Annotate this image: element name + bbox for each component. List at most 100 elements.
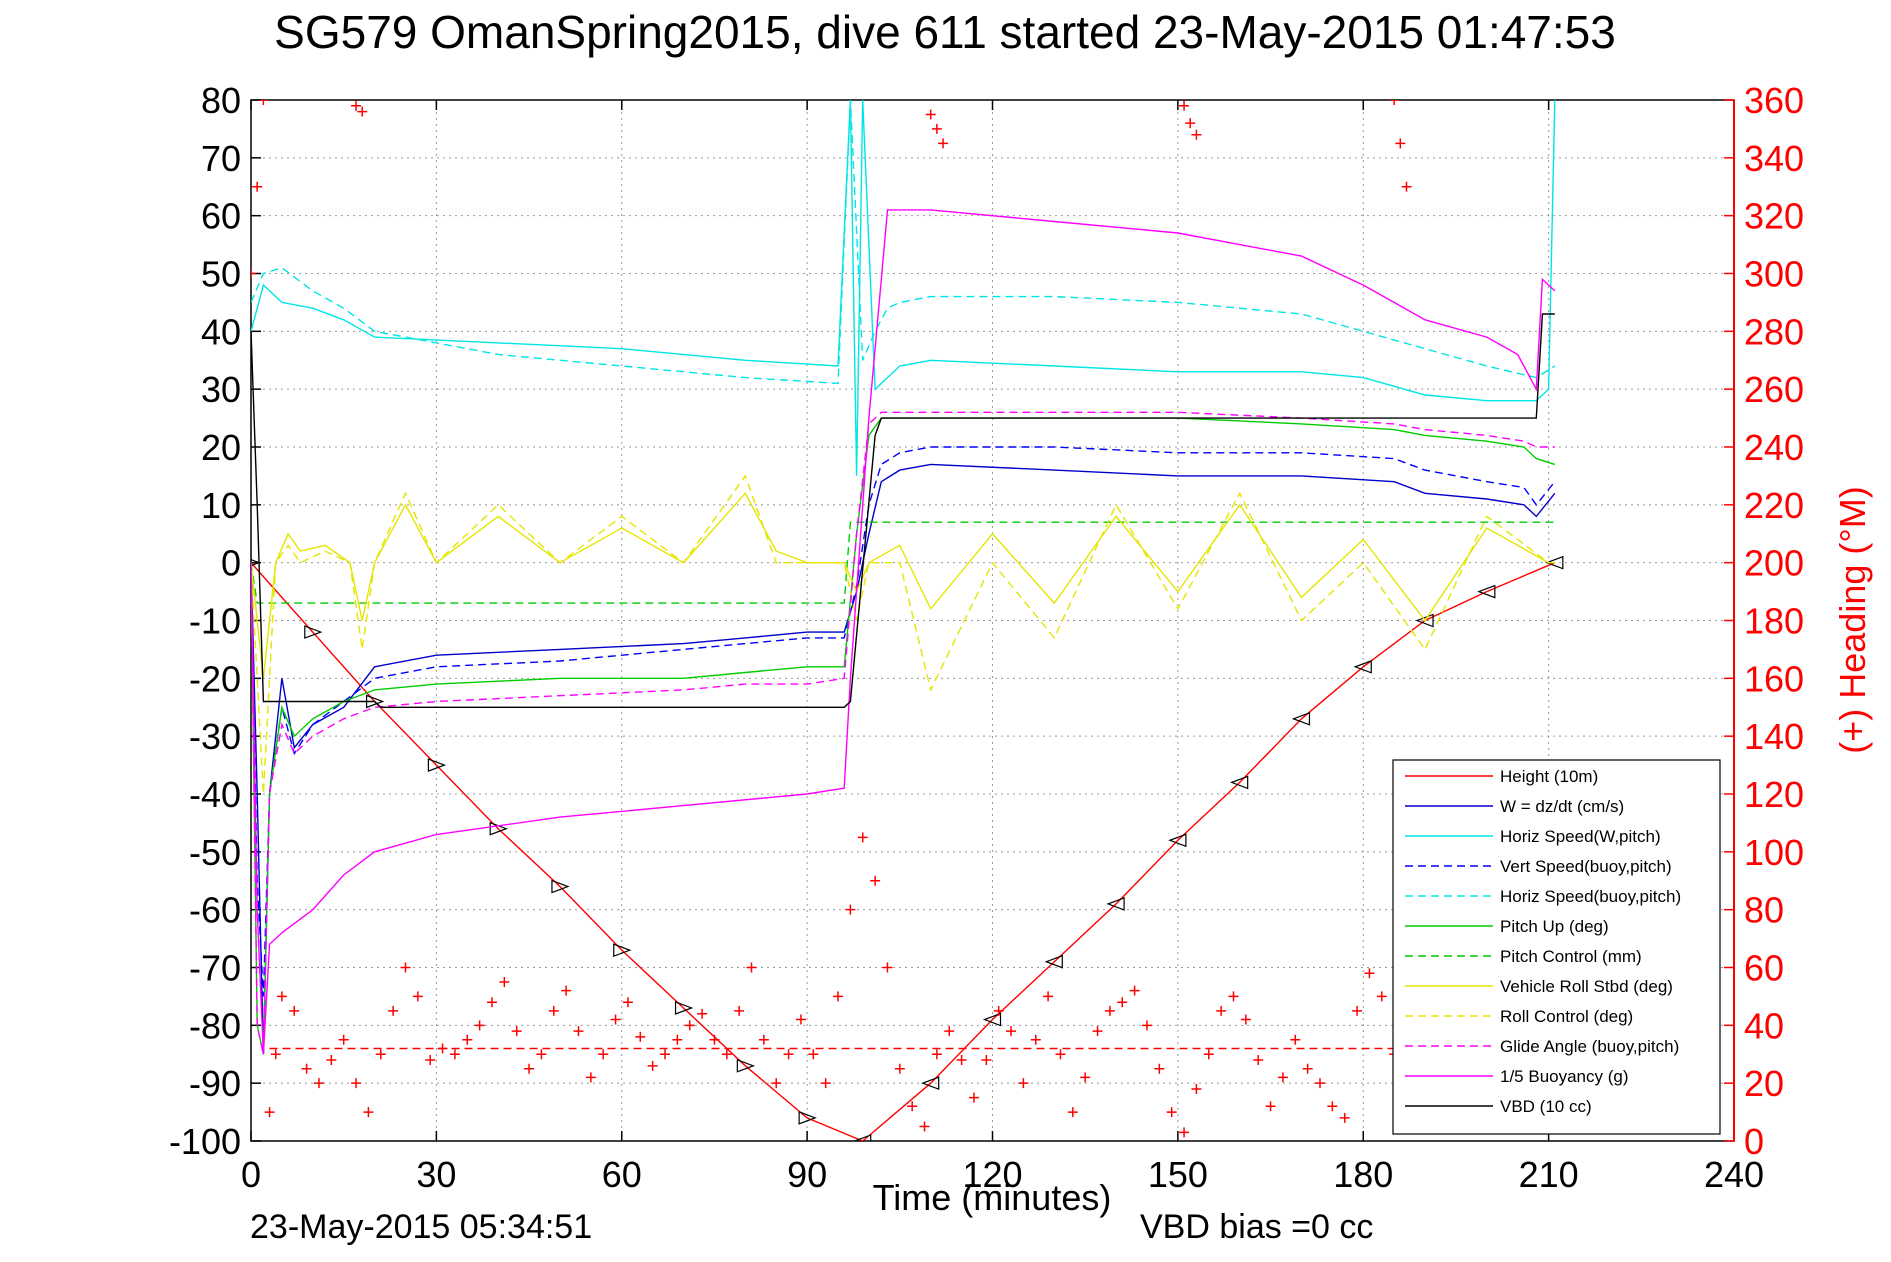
chart-title: SG579 OmanSpring2015, dive 611 started 2…: [274, 6, 1616, 58]
legend-label: Pitch Up (deg): [1500, 917, 1609, 936]
heading-point: [870, 875, 881, 886]
heading-point: [635, 1031, 646, 1042]
heading-point: [276, 991, 287, 1002]
y-right-tick-label: 180: [1744, 601, 1804, 642]
heading-point: [561, 985, 572, 996]
series-line: [251, 463, 1556, 1055]
y-right-tick-label: 280: [1744, 311, 1804, 352]
heading-point: [610, 1014, 621, 1025]
x-tick-label: 120: [962, 1154, 1022, 1195]
heading-point: [956, 1055, 967, 1066]
height-marker: [736, 1058, 756, 1073]
x-axis: 0 30 60 90 120 150 180 210 240: [241, 100, 1764, 1195]
height-marker: [1044, 954, 1063, 969]
legend-label: Vehicle Roll Stbd (deg): [1500, 977, 1673, 996]
heading-point: [437, 1043, 448, 1054]
series-9: [251, 411, 1555, 1055]
heading-point: [1401, 181, 1412, 192]
heading-point: [425, 1055, 436, 1066]
y-right-tick-label: 80: [1744, 890, 1784, 931]
heading-point: [1216, 1005, 1227, 1016]
series-0: [251, 555, 1564, 1141]
heading-point: [808, 1049, 819, 1060]
y-left-tick-label: -10: [189, 601, 241, 642]
heading-point: [1154, 1063, 1165, 1074]
y-right-tick-label: 200: [1744, 543, 1804, 584]
heading-point: [1339, 1112, 1350, 1123]
y-left-tick-label: 0: [221, 543, 241, 584]
series-line: [251, 521, 1555, 604]
heading-point: [981, 1055, 992, 1066]
series-2: [251, 100, 1556, 476]
series-10: [251, 209, 1556, 1055]
heading-point: [931, 123, 942, 134]
y-left-tick-label: 80: [201, 80, 241, 121]
legend-label: W = dz/dt (cm/s): [1500, 797, 1624, 816]
heading-point: [1179, 1127, 1190, 1138]
heading-point: [449, 1049, 460, 1060]
y-left-tick-label: -100: [169, 1121, 241, 1162]
heading-point: [1327, 1101, 1338, 1112]
height-marker: [920, 1076, 940, 1091]
series-line: [251, 492, 1555, 679]
heading-point: [622, 997, 633, 1008]
heading-point: [845, 904, 856, 915]
heading-point: [1129, 985, 1140, 996]
heading-point: [1191, 1083, 1202, 1094]
heading-point: [363, 1107, 374, 1118]
heading-point: [820, 1078, 831, 1089]
heading-point: [857, 832, 868, 843]
footer-timestamp: 23-May-2015 05:34:51: [250, 1208, 592, 1246]
heading-point: [1179, 100, 1190, 111]
heading-point: [1240, 1014, 1251, 1025]
heading-point: [536, 1049, 547, 1060]
series-6: [251, 521, 1555, 604]
heading-point: [351, 1078, 362, 1089]
legend: Height (10m) W = dz/dt (cm/s) Horiz Speed(…: [1392, 759, 1721, 1135]
heading-point: [746, 962, 757, 973]
heading-point: [647, 1060, 658, 1071]
height-marker: [551, 879, 570, 894]
heading-point: [771, 1078, 782, 1089]
heading-point: [783, 1049, 794, 1060]
heading-point: [795, 1014, 806, 1025]
y-left-tick-label: -60: [189, 890, 241, 931]
heading-point: [313, 1078, 324, 1089]
legend-label: Horiz Speed(W,pitch): [1500, 827, 1661, 846]
heading-point: [684, 1020, 695, 1031]
series-8: [251, 474, 1555, 795]
heading-point: [486, 997, 497, 1008]
heading-point: [524, 1063, 535, 1074]
y-left-tick-label: 50: [201, 254, 241, 295]
heading-point: [1395, 138, 1406, 149]
heading-point: [357, 106, 368, 117]
legend-label: Vert Speed(buoy,pitch): [1500, 857, 1672, 876]
heading-point: [833, 991, 844, 1002]
y-left-tick-label: -40: [189, 774, 241, 815]
heading-point: [585, 1072, 596, 1083]
y-right-tick-label: 0: [1744, 1121, 1764, 1162]
heading-point: [1185, 118, 1196, 129]
heading-point: [474, 1020, 485, 1031]
series-line: [251, 411, 1555, 1055]
heading-point: [462, 1034, 473, 1045]
x-tick-label: 240: [1704, 1154, 1764, 1195]
series-7: [251, 492, 1555, 679]
series-line: [251, 100, 1556, 385]
series-13: [251, 100, 1560, 1138]
y-right-tick-label: 20: [1744, 1063, 1784, 1104]
gridlines: [251, 100, 1734, 1141]
heading-point: [709, 1034, 720, 1045]
y-left-tick-label: -50: [189, 832, 241, 873]
series-14: [351, 100, 1412, 192]
series-line: [251, 100, 1556, 476]
series-line: [251, 474, 1555, 795]
heading-point: [1315, 1078, 1325, 1089]
series-line: [251, 313, 1555, 708]
heading-point: [270, 1049, 281, 1060]
x-tick-label: 60: [602, 1154, 642, 1195]
y-right-tick-label: 220: [1744, 485, 1804, 526]
heading-point: [573, 1026, 584, 1037]
legend-label: Roll Control (deg): [1500, 1007, 1633, 1026]
